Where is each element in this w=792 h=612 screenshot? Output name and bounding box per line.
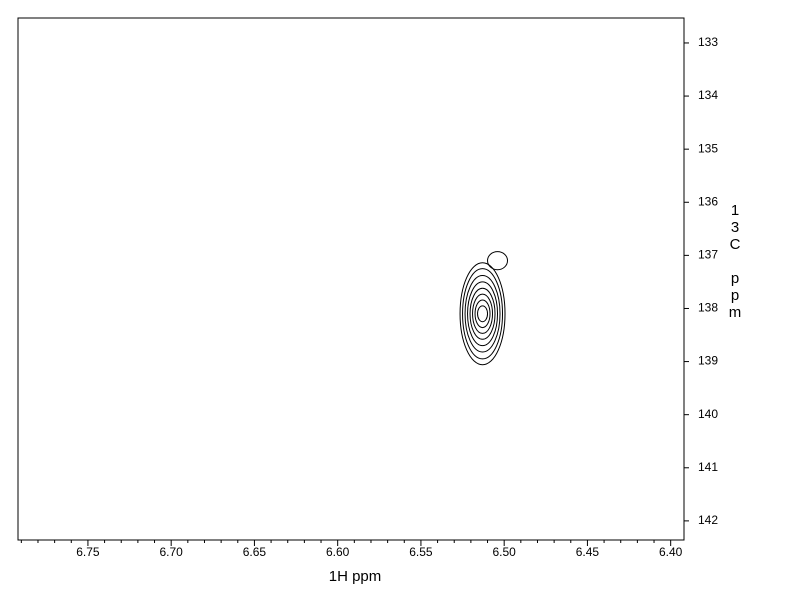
- y-tick-label: 136: [698, 194, 718, 208]
- contour-level: [474, 299, 491, 329]
- y-tick-label: 140: [698, 407, 718, 421]
- x-tick-label: 6.70: [160, 545, 184, 559]
- x-tick-label: 6.55: [409, 545, 433, 559]
- contour-level: [467, 281, 499, 347]
- contour-level: [459, 262, 506, 366]
- y-tick-label: 134: [698, 88, 718, 102]
- x-axis-title: 1H ppm: [329, 568, 382, 585]
- y-tick-label: 142: [698, 513, 718, 527]
- x-tick-label: 6.65: [243, 545, 267, 559]
- y-tick-label: 133: [698, 35, 718, 49]
- x-tick-label: 6.75: [76, 545, 100, 559]
- y-tick-label: 137: [698, 248, 718, 262]
- x-tick-label: 6.40: [659, 545, 683, 559]
- contour-level: [487, 251, 509, 271]
- y-tick-label: 135: [698, 141, 718, 155]
- x-tick-label: 6.45: [576, 545, 600, 559]
- contour-level: [464, 275, 501, 353]
- contour-level: [472, 293, 494, 334]
- contour-level: [477, 305, 489, 323]
- plot-frame: [17, 17, 685, 541]
- x-tick-label: 6.50: [493, 545, 517, 559]
- y-tick-label: 138: [698, 301, 718, 315]
- y-tick-label: 141: [698, 460, 718, 474]
- y-axis-title: 13C ppm: [727, 202, 744, 321]
- contour-level: [469, 287, 496, 340]
- x-tick-label: 6.60: [326, 545, 350, 559]
- contour-level: [462, 268, 504, 360]
- y-tick-label: 139: [698, 354, 718, 368]
